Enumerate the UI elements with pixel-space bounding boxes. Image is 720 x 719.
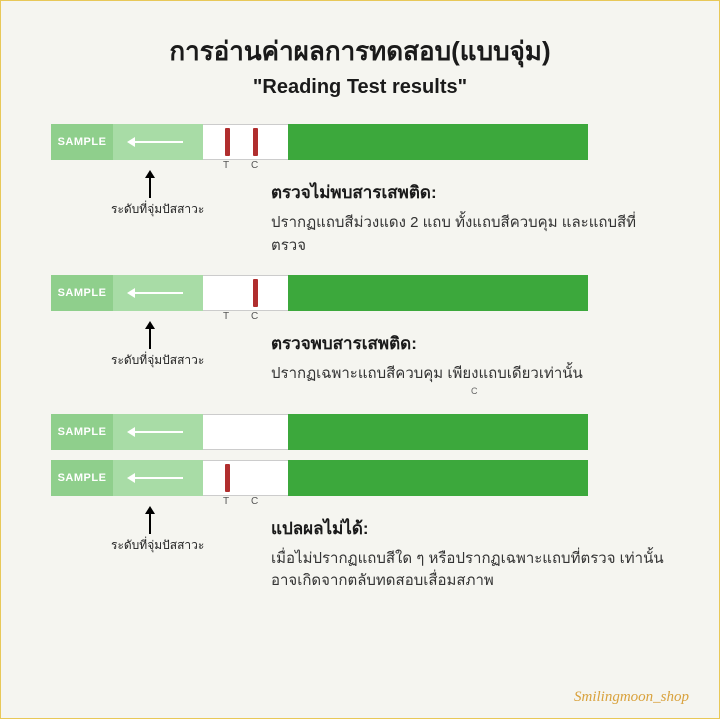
result-desc: เมื่อไม่ปรากฏแถบสีใด ๆ หรือปรากฏเฉพาะแถบ… <box>271 548 669 593</box>
arrow-up-icon <box>149 512 151 534</box>
flow-arrow-icon <box>133 292 183 294</box>
strip-handle <box>288 275 588 311</box>
tiny-c-label: C <box>471 386 669 396</box>
result-window <box>203 124 288 160</box>
tc-labels: T C <box>203 311 288 325</box>
test-strip-invalid-b: SAMPLE <box>51 460 679 496</box>
c-label: C <box>251 311 258 322</box>
dip-zone <box>113 414 203 450</box>
c-line <box>253 128 258 156</box>
result-window <box>203 414 288 450</box>
sample-pad: SAMPLE <box>51 414 113 450</box>
title-main: การอ่านค่าผลการทดสอบ(แบบจุ่ม) <box>41 31 679 72</box>
t-label: T <box>223 496 229 507</box>
sample-pad: SAMPLE <box>51 124 113 160</box>
result-negative: ตรวจไม่พบสารเสพติด: ปรากฏแถบสีม่วงแดง 2 … <box>271 179 679 257</box>
result-heading: แปลผลไม่ได้: <box>271 515 669 542</box>
c-label: C <box>251 496 258 507</box>
tc-labels: T C <box>203 160 288 174</box>
watermark: Smilingmoon_shop <box>574 689 689 706</box>
sample-pad: SAMPLE <box>51 275 113 311</box>
result-heading: ตรวจไม่พบสารเสพติด: <box>271 179 669 206</box>
test-strip-positive: SAMPLE <box>51 275 679 311</box>
flow-arrow-icon <box>133 141 183 143</box>
arrow-up-icon <box>149 327 151 349</box>
test-strip-negative: SAMPLE <box>51 124 679 160</box>
c-label: C <box>251 160 258 171</box>
flow-arrow-icon <box>133 431 183 433</box>
arrow-up-icon <box>149 176 151 198</box>
strip-handle <box>288 124 588 160</box>
tc-labels: T C <box>203 496 288 510</box>
title-sub: "Reading Test results" <box>41 76 679 99</box>
section-negative: SAMPLE T C ระดับที่จุ่มปัสสาวะ ตรวจไม่พบ… <box>41 124 679 257</box>
t-line <box>225 464 230 492</box>
result-window <box>203 460 288 496</box>
strip-handle <box>288 460 588 496</box>
section-invalid: SAMPLE SAMPLE T C ระดับที่จุ่มปัสสาวะ แป… <box>41 414 679 593</box>
result-desc: ปรากฏแถบสีม่วงแดง 2 แถบ ทั้งแถบสีควบคุม … <box>271 212 669 257</box>
dip-zone <box>113 275 203 311</box>
c-line <box>253 279 258 307</box>
t-line <box>225 128 230 156</box>
result-invalid: แปลผลไม่ได้: เมื่อไม่ปรากฏแถบสีใด ๆ หรือ… <box>271 515 679 593</box>
strip-handle <box>288 414 588 450</box>
flow-arrow-icon <box>133 477 183 479</box>
dip-zone <box>113 460 203 496</box>
result-positive: ตรวจพบสารเสพติด: ปรากฏเฉพาะแถบสีควบคุม เ… <box>271 330 679 396</box>
t-label: T <box>223 311 229 322</box>
dip-zone <box>113 124 203 160</box>
result-window <box>203 275 288 311</box>
sample-pad: SAMPLE <box>51 460 113 496</box>
result-heading: ตรวจพบสารเสพติด: <box>271 330 669 357</box>
test-strip-invalid-a: SAMPLE <box>51 414 679 450</box>
t-label: T <box>223 160 229 171</box>
result-desc: ปรากฏเฉพาะแถบสีควบคุม เพียงแถบเดียวเท่าน… <box>271 363 669 386</box>
section-positive: SAMPLE T C ระดับที่จุ่มปัสสาวะ ตรวจพบสาร… <box>41 275 679 396</box>
title-block: การอ่านค่าผลการทดสอบ(แบบจุ่ม) "Reading T… <box>41 31 679 99</box>
